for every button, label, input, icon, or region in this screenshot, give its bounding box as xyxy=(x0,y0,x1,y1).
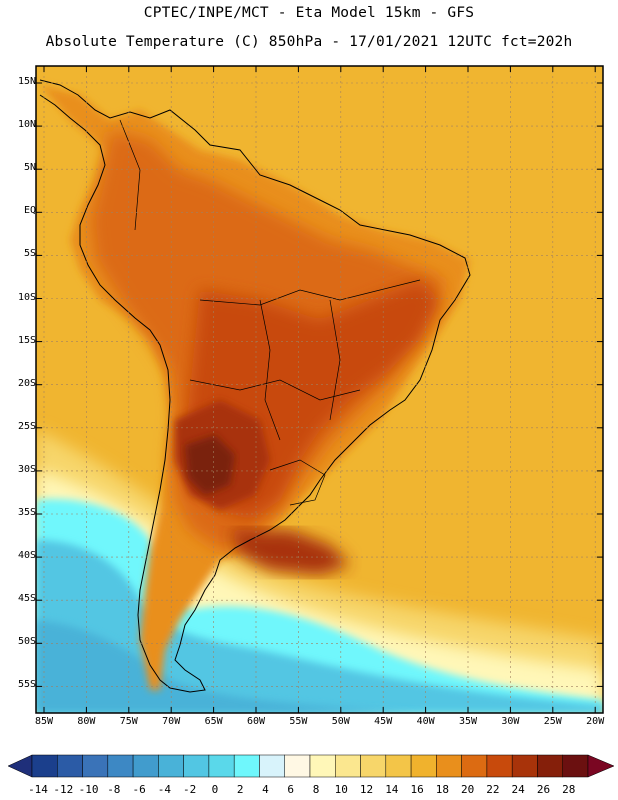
latitude-label: 30S xyxy=(17,463,36,475)
colorbar-swatch xyxy=(436,754,462,778)
longitude-label: 75W xyxy=(119,716,138,727)
axis-ticks xyxy=(36,66,603,713)
colorbar-swatch xyxy=(410,754,437,778)
longitude-label: 20W xyxy=(586,716,605,727)
warm-plume xyxy=(230,530,350,575)
colorbar-label: 20 xyxy=(461,783,475,796)
colorbar-swatch xyxy=(132,754,159,778)
colorbar-label: 16 xyxy=(410,783,424,796)
longitude-label: 50W xyxy=(331,716,350,727)
colorbar-label: -6 xyxy=(132,783,146,796)
colorbar-label: 24 xyxy=(511,783,525,796)
temperature-field xyxy=(36,66,603,713)
colorbar-label: 0 xyxy=(211,783,219,796)
colder-ocean-area xyxy=(36,540,603,713)
country-border xyxy=(259,299,281,441)
longitude-label: 35W xyxy=(458,716,478,727)
colorbar-label: 28 xyxy=(562,783,576,796)
colorbar-over-arrow xyxy=(587,754,615,778)
latitude-label: 50S xyxy=(17,636,36,648)
longitude-label: 25W xyxy=(543,716,562,727)
country-border xyxy=(189,379,361,401)
latitude-label: 10S xyxy=(17,291,36,303)
colorbar-label: 26 xyxy=(536,783,551,796)
colorbar-label: 4 xyxy=(262,783,269,796)
latitude-label: 40S xyxy=(17,550,36,562)
map-title-line1: CPTEC/INPE/MCT - Eta Model 15km - GFS xyxy=(143,5,475,21)
colorbar-label: -10 xyxy=(78,783,99,796)
colorbar-label: 22 xyxy=(486,783,500,796)
longitude-label: 55W xyxy=(289,716,308,727)
colorbar-swatch xyxy=(208,754,235,778)
colorbar-swatch xyxy=(461,754,488,778)
colorbar-swatch xyxy=(537,754,563,778)
latitude-label: 5S xyxy=(23,248,36,260)
country-border xyxy=(199,279,421,306)
colorbar-swatch xyxy=(335,754,361,778)
colorbar-swatch xyxy=(360,754,387,778)
longitude-label: 40W xyxy=(416,716,435,727)
andes-border xyxy=(119,119,141,231)
hot-core-area xyxy=(185,435,235,495)
colorbar-label: -8 xyxy=(107,783,121,796)
longitude-label: 45W xyxy=(374,716,393,727)
colorbar-swatch xyxy=(183,754,210,778)
latitude-label: 35S xyxy=(17,507,36,518)
colorbar-swatch xyxy=(107,754,134,778)
colorbar-swatch xyxy=(158,754,184,778)
colorbar-label: 8 xyxy=(312,783,320,796)
coastline xyxy=(39,79,471,693)
longitude-label: 85W xyxy=(34,716,54,727)
colorbar-swatch xyxy=(233,754,260,778)
colorbar-label: 10 xyxy=(334,783,348,796)
longitude-label: 30W xyxy=(501,716,520,727)
colorbar-swatch xyxy=(562,754,589,778)
colorbar-swatch xyxy=(82,754,109,778)
colorbar xyxy=(7,754,615,778)
latitude-label: 15S xyxy=(17,334,36,346)
colorbar-label: -12 xyxy=(53,783,74,796)
colorbar-swatch xyxy=(385,754,412,778)
map-title-line2: Absolute Temperature (C) 850hPa - 17/01/… xyxy=(45,34,573,50)
latitude-label: 15N xyxy=(17,76,36,87)
longitude-label: 60W xyxy=(246,716,266,727)
latitude-label: EQ xyxy=(23,205,36,217)
colorbar-under-arrow xyxy=(7,754,33,778)
uruguay-border xyxy=(269,459,326,506)
colorbar-label: 14 xyxy=(385,783,399,796)
longitude-label: 65W xyxy=(204,716,223,727)
coldest-ocean-area xyxy=(36,620,420,713)
colorbar-swatch xyxy=(309,754,336,778)
colorbar-label: -4 xyxy=(157,783,171,796)
colorbar-swatch xyxy=(511,754,538,778)
colorbar-swatch xyxy=(259,754,285,778)
map-frame xyxy=(35,65,604,714)
latitude-label: 55S xyxy=(17,679,36,691)
colorbar-swatch xyxy=(57,754,83,778)
colorbar-swatch xyxy=(486,754,513,778)
colorbar-label: 2 xyxy=(236,783,244,796)
colorbar-swatch xyxy=(31,754,58,778)
colorbar-label: -14 xyxy=(28,783,48,796)
latitude-label: 45S xyxy=(17,593,36,605)
latitude-label: 5N xyxy=(23,162,36,174)
latitude-label: 25S xyxy=(17,420,36,432)
colorbar-label: 6 xyxy=(287,783,295,796)
colorbar-swatch xyxy=(284,754,311,778)
latitude-label: 20S xyxy=(17,377,36,389)
colorbar-label: 12 xyxy=(359,783,374,796)
longitude-label: 80W xyxy=(77,716,96,727)
country-border xyxy=(329,299,341,421)
longitude-label: 70W xyxy=(162,716,181,727)
colorbar-label: -2 xyxy=(183,783,197,796)
colorbar-label: 18 xyxy=(435,783,449,796)
latitude-label: 10N xyxy=(17,119,36,131)
